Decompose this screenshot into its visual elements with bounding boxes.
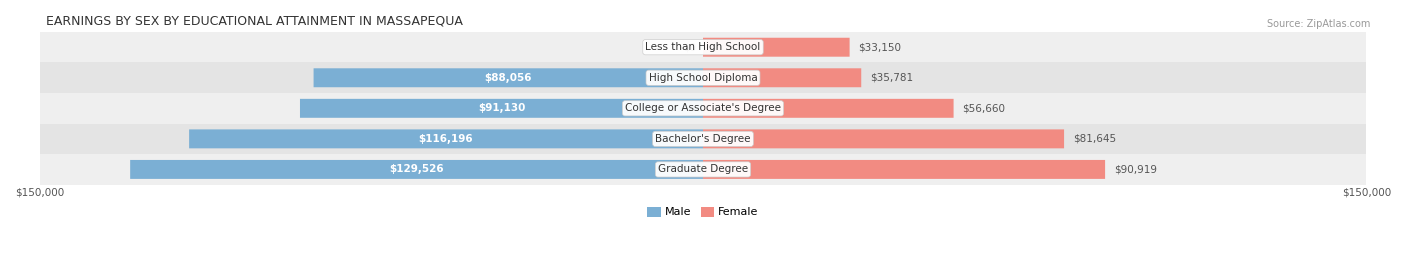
FancyBboxPatch shape — [703, 129, 1064, 148]
Bar — [39, 93, 1367, 124]
Text: $116,196: $116,196 — [419, 134, 474, 144]
Bar — [39, 154, 1367, 185]
Text: Less than High School: Less than High School — [645, 42, 761, 52]
FancyBboxPatch shape — [703, 68, 862, 87]
Text: $0: $0 — [683, 42, 696, 52]
Text: $90,919: $90,919 — [1114, 165, 1157, 174]
Legend: Male, Female: Male, Female — [643, 202, 763, 222]
Text: Source: ZipAtlas.com: Source: ZipAtlas.com — [1267, 19, 1371, 29]
Text: College or Associate's Degree: College or Associate's Degree — [626, 103, 780, 113]
FancyBboxPatch shape — [314, 68, 703, 87]
Text: $81,645: $81,645 — [1073, 134, 1116, 144]
FancyBboxPatch shape — [703, 160, 1105, 179]
Text: EARNINGS BY SEX BY EDUCATIONAL ATTAINMENT IN MASSAPEQUA: EARNINGS BY SEX BY EDUCATIONAL ATTAINMEN… — [46, 15, 463, 28]
Text: $88,056: $88,056 — [485, 73, 531, 83]
Bar — [39, 32, 1367, 62]
Text: Bachelor's Degree: Bachelor's Degree — [655, 134, 751, 144]
Bar — [39, 124, 1367, 154]
FancyBboxPatch shape — [703, 99, 953, 118]
Text: $33,150: $33,150 — [859, 42, 901, 52]
Text: $129,526: $129,526 — [389, 165, 444, 174]
Text: $91,130: $91,130 — [478, 103, 526, 113]
FancyBboxPatch shape — [190, 129, 703, 148]
Text: $56,660: $56,660 — [963, 103, 1005, 113]
Text: Graduate Degree: Graduate Degree — [658, 165, 748, 174]
FancyBboxPatch shape — [299, 99, 703, 118]
FancyBboxPatch shape — [703, 38, 849, 57]
Bar — [39, 62, 1367, 93]
Text: High School Diploma: High School Diploma — [648, 73, 758, 83]
FancyBboxPatch shape — [131, 160, 703, 179]
Text: $35,781: $35,781 — [870, 73, 914, 83]
